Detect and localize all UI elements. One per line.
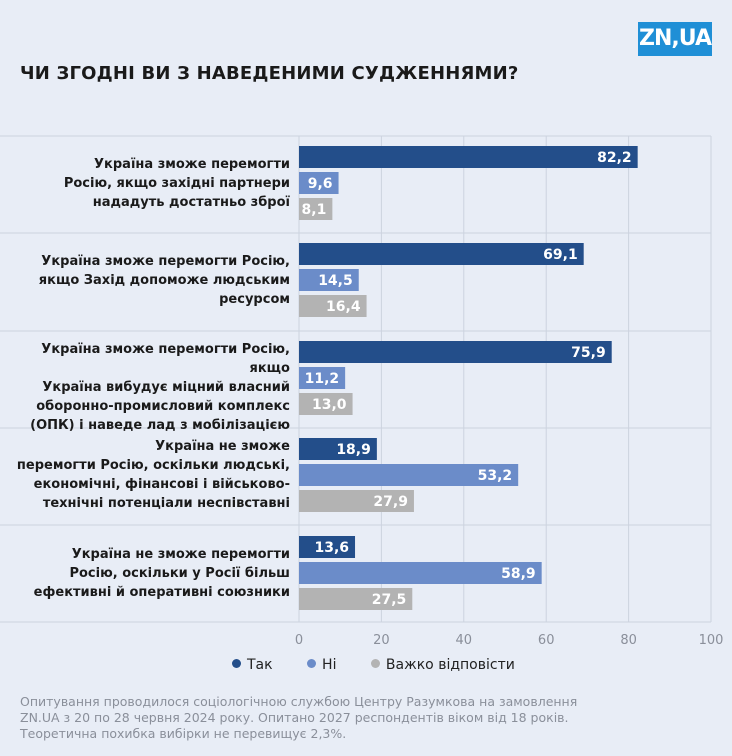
category-label: Україна зможе перемогти Росію, якщо Захід…: [0, 252, 290, 309]
legend-dot-vazhko: [370, 659, 380, 668]
bar: [299, 243, 584, 265]
bar: [299, 588, 413, 610]
category-label: Україна не зможе перемогти Росію, оскільк…: [0, 437, 290, 513]
category-label-line: Україна не зможе перемогти: [71, 546, 290, 562]
category-label-line: Україна не зможе: [155, 439, 290, 454]
legend-item-vazhko: Важко відповісти: [370, 657, 515, 673]
category-label-line: Україна вибудує міцний власний: [42, 380, 290, 395]
data-label: 75,9: [571, 345, 606, 361]
bar: [299, 198, 333, 220]
x-tick-label: 100: [699, 633, 724, 648]
bar: [299, 341, 612, 363]
bar: [299, 393, 353, 415]
bar: [299, 536, 356, 558]
bar: [299, 172, 339, 194]
bar: [299, 490, 414, 512]
legend-item-ni: Ні: [307, 657, 336, 673]
bar: [299, 464, 519, 486]
legend-label-tak: Так: [247, 657, 273, 673]
data-label: 9,6: [308, 176, 333, 192]
data-label: 8,1: [302, 202, 327, 218]
category-label-line: ефективні й оперативні союзники: [33, 584, 290, 600]
category-label: Україна зможе перемогти Росію, якщо Украї…: [0, 340, 290, 435]
bar: [299, 367, 346, 389]
legend-label-ni: Ні: [322, 657, 337, 673]
category-label-line: ресурсом: [219, 291, 290, 307]
data-label: 18,9: [336, 442, 371, 458]
data-label: 11,2: [305, 371, 340, 387]
footnote: Опитування проводилося соціологічною слу…: [20, 694, 578, 741]
bar: [299, 269, 359, 291]
category-label-line: економічні, фінансові і військово-: [33, 477, 290, 492]
data-label: 16,4: [326, 299, 361, 315]
category-label-line: якщо Захід допоможе людським: [38, 272, 290, 288]
data-label: 58,9: [501, 566, 536, 582]
x-tick-label: 80: [620, 633, 637, 648]
category-label-line: технічні потенціали неспівставні: [42, 496, 290, 511]
data-label: 69,1: [543, 247, 578, 263]
data-label: 82,2: [597, 150, 632, 166]
bar: [299, 146, 638, 168]
category-label-line: Росію, якщо західні партнери: [63, 175, 290, 191]
data-label: 27,9: [373, 494, 408, 510]
bar: [299, 562, 542, 584]
data-label: 13,0: [312, 397, 347, 413]
legend: Так Ні Важко відповісти: [232, 657, 545, 673]
chart-title: ЧИ ЗГОДНІ ВИ З НАВЕДЕНИМИ СУДЖЕННЯМИ?: [20, 63, 519, 84]
legend-item-tak: Так: [232, 657, 273, 673]
x-tick-label: 20: [373, 633, 390, 648]
legend-dot-tak: [232, 659, 241, 668]
legend-label-vazhko: Важко відповісти: [385, 657, 515, 673]
x-tick-label: 40: [456, 633, 473, 648]
data-label: 53,2: [478, 468, 513, 484]
category-label: Україна зможе перемогти Росію, якщо захід…: [0, 155, 290, 212]
category-label-line: перемогти Росію, оскільки людські,: [16, 458, 290, 473]
bar: [299, 295, 367, 317]
category-label-line: оборонно-промисловий комплекс: [36, 399, 290, 414]
x-tick-label: 0: [295, 633, 303, 648]
data-label: 13,6: [314, 540, 349, 556]
x-tick-label: 60: [538, 633, 555, 648]
category-label-line: Україна зможе перемогти Росію, якщо: [41, 342, 290, 376]
category-label-line: Росію, оскільки у Росії більш: [69, 565, 290, 581]
data-label: 14,5: [318, 273, 353, 289]
category-label-line: нададуть достатньо зброї: [92, 194, 290, 210]
zn-ua-logo: ZN,UA: [638, 22, 712, 56]
category-label-line: Україна зможе перемогти: [94, 156, 290, 172]
bar: [299, 438, 377, 460]
legend-dot-ni: [307, 659, 317, 668]
data-label: 27,5: [372, 592, 407, 608]
category-label: Україна не зможе перемогти Росію, оскільк…: [0, 545, 290, 602]
category-label-line: (ОПК) і наведе лад з мобілізацією: [30, 418, 290, 433]
category-label-line: Україна зможе перемогти Росію,: [41, 253, 290, 269]
